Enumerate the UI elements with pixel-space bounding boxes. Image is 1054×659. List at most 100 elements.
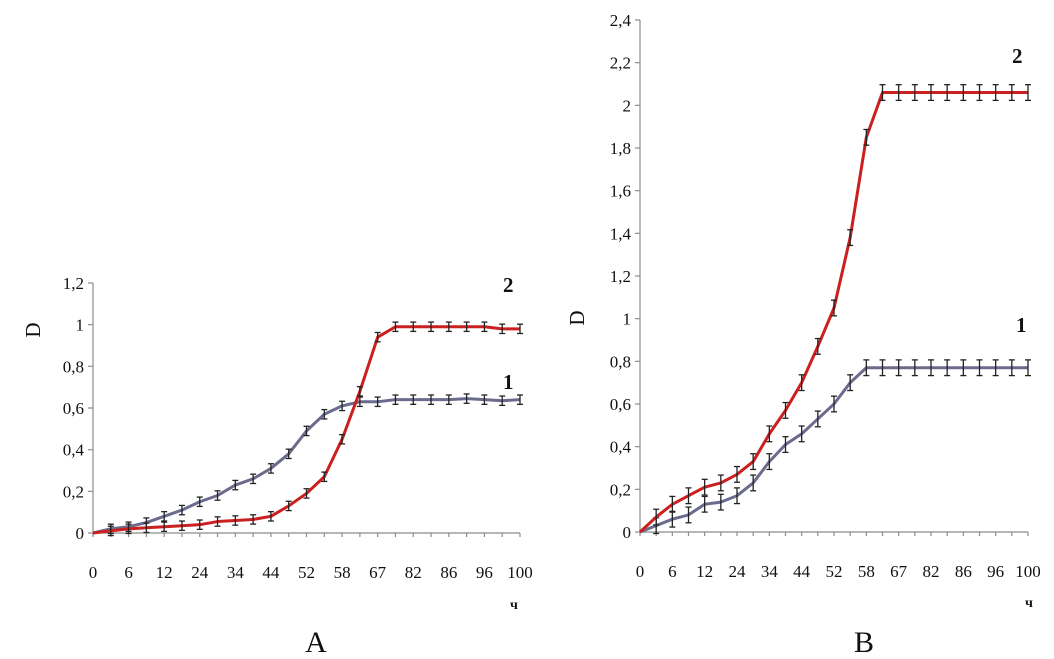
chart-panel-a: D ч A 00,20,40,60,811,20 6 12 24 34 44 52 58 67 8… xyxy=(21,273,533,659)
series-1-point xyxy=(1008,359,1015,377)
series-2-point xyxy=(831,299,837,317)
series-2-point xyxy=(1025,84,1031,102)
series-2-point xyxy=(863,128,870,146)
series-2-point xyxy=(928,84,934,102)
series-2-point xyxy=(717,474,724,492)
x-tick-label: 52 xyxy=(298,563,315,582)
y-tick-label: 0,4 xyxy=(63,441,85,460)
x-tick-label: 52 xyxy=(826,562,843,581)
series-2-point xyxy=(410,321,417,333)
series-2-point xyxy=(782,401,789,419)
series-1-point xyxy=(178,504,185,516)
x-tick-label: 86 xyxy=(440,563,457,582)
y-tick-label: 1,8 xyxy=(610,139,631,158)
series-2-point xyxy=(321,471,328,483)
series-1-point xyxy=(976,359,983,377)
series-2-point xyxy=(766,425,773,443)
y-tick-label: 1,6 xyxy=(610,182,631,201)
series-2-point xyxy=(499,323,506,335)
x-tick-label: 96 xyxy=(476,563,493,582)
series-1-point xyxy=(303,425,310,437)
y-tick-label: 0,4 xyxy=(610,438,632,457)
series-2-point xyxy=(798,374,805,392)
y-tick-label: 1 xyxy=(76,316,85,335)
x-tick-label: 44 xyxy=(262,563,280,582)
series-2-point xyxy=(1008,84,1015,102)
series-2-point xyxy=(303,488,310,499)
series-1-point xyxy=(392,394,399,405)
series-2-point xyxy=(879,84,886,102)
series-1-line xyxy=(639,366,1028,534)
series-1-point xyxy=(463,393,470,404)
series-label-2: 2 xyxy=(503,273,514,297)
y-tick-label: 1,2 xyxy=(63,274,84,293)
series-1-point xyxy=(863,359,870,377)
series-2-point xyxy=(232,515,239,526)
y-tick-label: 0 xyxy=(76,524,85,543)
series-2-point xyxy=(374,331,381,343)
x-axis-unit-b: ч xyxy=(1025,596,1033,611)
series-1-point xyxy=(734,487,740,505)
series-1-point xyxy=(895,359,902,377)
y-tick-label: 0,2 xyxy=(610,480,631,499)
series-2-point xyxy=(976,84,983,102)
series-1-point xyxy=(499,395,506,407)
series-1-point xyxy=(232,479,239,491)
panel-label-a: A xyxy=(305,626,327,659)
x-tick-label: 34 xyxy=(761,562,779,581)
x-tick-label: 86 xyxy=(955,562,972,581)
series-1-point xyxy=(847,374,854,392)
series-1-point xyxy=(1025,359,1031,377)
series-1-point xyxy=(992,359,999,377)
y-tick-label: 0,6 xyxy=(63,399,84,418)
series-1-point xyxy=(766,453,773,471)
series-1-point xyxy=(481,394,488,405)
series-1-point xyxy=(944,359,951,377)
x-tick-label: 82 xyxy=(405,563,422,582)
series-2-point xyxy=(685,487,692,505)
series-2-point xyxy=(463,321,470,333)
series-2-point xyxy=(392,321,399,333)
x-tick-label: 58 xyxy=(858,562,875,581)
series-1-point xyxy=(267,463,274,474)
y-tick-label: 2 xyxy=(623,96,632,115)
series-1-point xyxy=(214,490,221,501)
series-2-point xyxy=(750,453,757,471)
series-2-point xyxy=(214,516,221,527)
series-1-point xyxy=(285,448,292,460)
series-2-point xyxy=(911,84,918,102)
series-2-point xyxy=(196,519,203,530)
y-tick-label: 0,8 xyxy=(610,352,631,371)
series-2-point xyxy=(944,84,951,102)
series-1-point xyxy=(911,359,918,377)
x-tick-label: 67 xyxy=(369,563,387,582)
series-2-point xyxy=(339,433,346,445)
series-1-point xyxy=(814,410,821,428)
series-label-2: 2 xyxy=(1012,44,1023,68)
series-1-point xyxy=(161,511,168,522)
y-tick-label: 0,2 xyxy=(63,482,84,501)
series-1-point xyxy=(717,493,724,511)
x-tick-label: 44 xyxy=(793,562,811,581)
series-2-point xyxy=(847,229,854,247)
series-2-point xyxy=(125,523,132,535)
y-tick-label: 1,4 xyxy=(610,224,632,243)
x-tick-label: 6 xyxy=(124,563,133,582)
y-tick-label: 0,6 xyxy=(610,395,631,414)
x-tick-label: 12 xyxy=(696,562,713,581)
y-tick-label: 1 xyxy=(623,310,632,329)
series-2-point xyxy=(445,321,452,333)
y-tick-label: 2,4 xyxy=(610,11,632,30)
series-2-point xyxy=(814,337,821,355)
series-2-point xyxy=(653,508,660,526)
series-1-point xyxy=(701,495,708,513)
y-axis-label-b: D xyxy=(565,310,589,325)
x-tick-label: 100 xyxy=(507,563,533,582)
series-1-point xyxy=(879,359,886,377)
x-tick-label: 24 xyxy=(729,562,747,581)
x-tick-label: 100 xyxy=(1015,562,1041,581)
series-2-point xyxy=(481,321,488,333)
series-2-point xyxy=(178,520,185,532)
series-1-point xyxy=(445,394,452,405)
series-1-point xyxy=(517,394,523,405)
